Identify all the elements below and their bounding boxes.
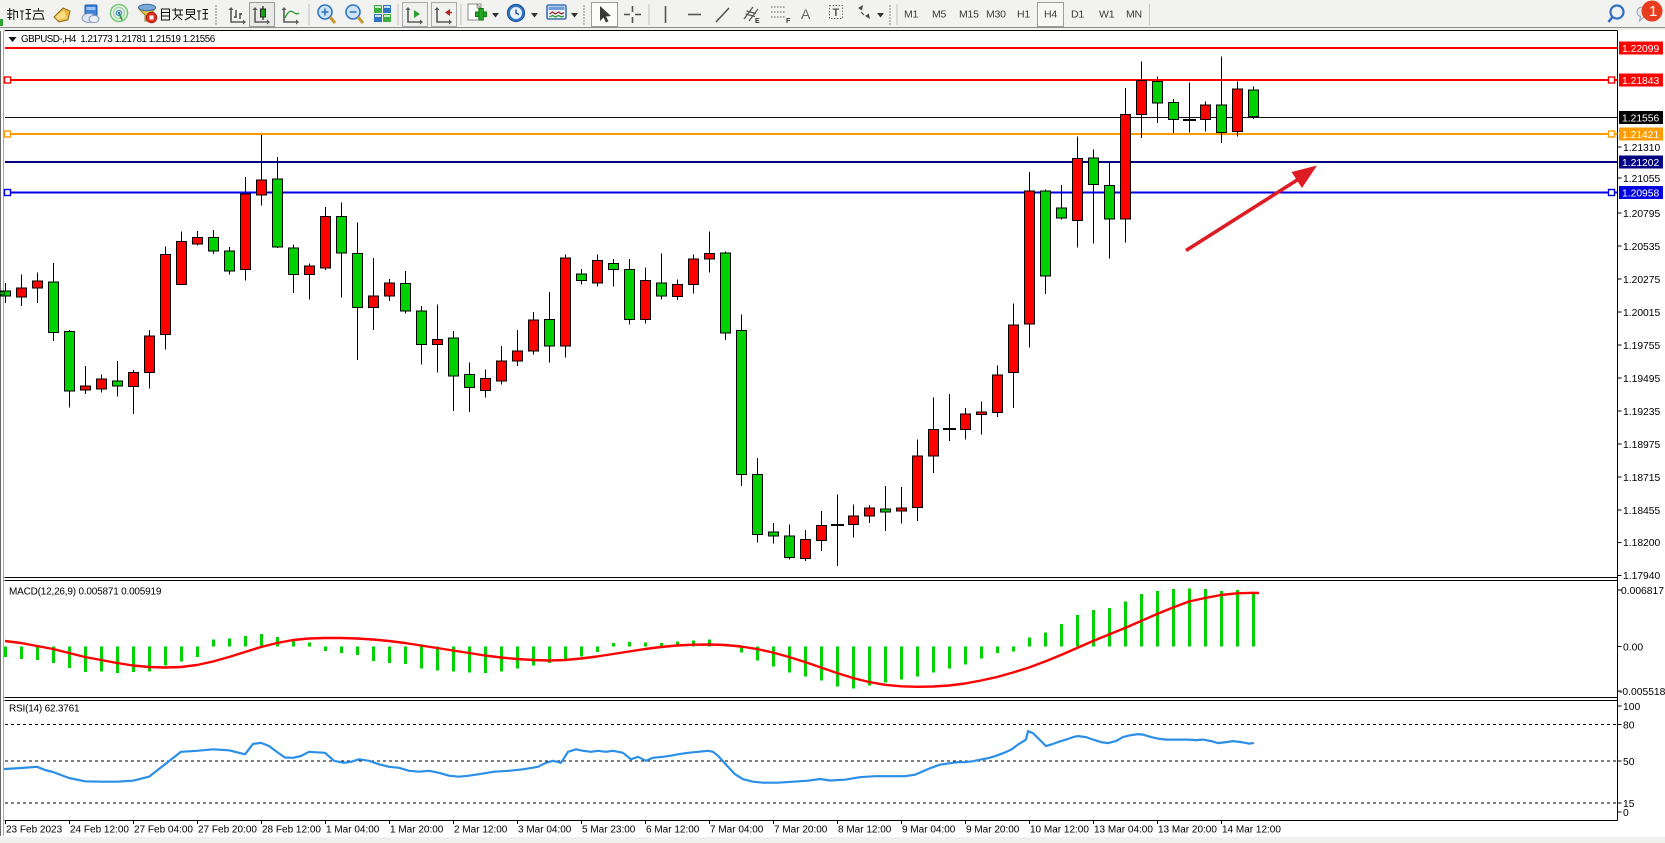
svg-text:24 Feb 12:00: 24 Feb 12:00 <box>70 825 129 836</box>
svg-text:H1: H1 <box>1017 9 1030 21</box>
svg-text:7 Mar 20:00: 7 Mar 20:00 <box>774 825 828 836</box>
svg-text:E: E <box>755 18 760 25</box>
svg-text:RSI(14) 62.3761: RSI(14) 62.3761 <box>9 704 80 715</box>
svg-text:7 Mar 04:00: 7 Mar 04:00 <box>710 825 764 836</box>
svg-text:1.21421: 1.21421 <box>1622 130 1659 141</box>
svg-text:1.18200: 1.18200 <box>1623 538 1660 549</box>
svg-text:23 Feb 2023: 23 Feb 2023 <box>6 825 63 836</box>
svg-text:1 Mar 04:00: 1 Mar 04:00 <box>326 825 380 836</box>
svg-text:MACD(12,26,9) 0.005871 0.00591: MACD(12,26,9) 0.005871 0.005919 <box>9 587 162 598</box>
svg-text:0: 0 <box>1623 808 1629 819</box>
svg-text:1.20958: 1.20958 <box>1622 188 1659 199</box>
svg-text:28 Feb 12:00: 28 Feb 12:00 <box>262 825 321 836</box>
svg-text:1.20795: 1.20795 <box>1623 209 1660 220</box>
svg-text:GBPUSD-,H4 1.21773 1.21781 1.: GBPUSD-,H4 1.21773 1.21781 1.21519 1.215… <box>21 34 216 45</box>
svg-text:100: 100 <box>1623 702 1640 713</box>
svg-text:1.18455: 1.18455 <box>1623 506 1660 517</box>
svg-text:1.21556: 1.21556 <box>1622 113 1659 124</box>
svg-text:T: T <box>833 7 840 19</box>
svg-text:1.18715: 1.18715 <box>1623 473 1660 484</box>
svg-text:80: 80 <box>1623 720 1635 731</box>
svg-text:A: A <box>801 6 811 22</box>
svg-text:5 Mar 23:00: 5 Mar 23:00 <box>582 825 636 836</box>
svg-text:M15: M15 <box>959 9 979 21</box>
svg-text:1.21055: 1.21055 <box>1623 174 1660 185</box>
svg-text:F: F <box>786 18 791 25</box>
svg-text:13 Mar 04:00: 13 Mar 04:00 <box>1094 825 1153 836</box>
svg-text:2 Mar 12:00: 2 Mar 12:00 <box>454 825 508 836</box>
svg-text:-0.005518: -0.005518 <box>1619 687 1665 698</box>
svg-text:0.006817: 0.006817 <box>1621 586 1664 597</box>
svg-text:10 Mar 12:00: 10 Mar 12:00 <box>1030 825 1089 836</box>
svg-text:W1: W1 <box>1099 9 1115 21</box>
svg-text:6 Mar 12:00: 6 Mar 12:00 <box>646 825 700 836</box>
svg-text:1.19235: 1.19235 <box>1623 407 1660 418</box>
svg-text:D1: D1 <box>1071 9 1084 21</box>
svg-text:1.20535: 1.20535 <box>1623 242 1660 253</box>
svg-text:13 Mar 20:00: 13 Mar 20:00 <box>1158 825 1217 836</box>
svg-text:1.17940: 1.17940 <box>1623 571 1660 582</box>
svg-text:14 Mar 12:00: 14 Mar 12:00 <box>1222 825 1281 836</box>
svg-text:9 Mar 20:00: 9 Mar 20:00 <box>966 825 1020 836</box>
svg-text:1.21843: 1.21843 <box>1622 76 1659 87</box>
svg-text:27 Feb 20:00: 27 Feb 20:00 <box>198 825 257 836</box>
svg-text:50: 50 <box>1623 757 1635 768</box>
svg-text:8 Mar 12:00: 8 Mar 12:00 <box>838 825 892 836</box>
svg-text:0.00: 0.00 <box>1623 642 1643 653</box>
svg-text:1.21310: 1.21310 <box>1623 143 1660 154</box>
svg-text:M5: M5 <box>932 9 947 21</box>
svg-text:27 Feb 04:00: 27 Feb 04:00 <box>134 825 193 836</box>
svg-text:1.20275: 1.20275 <box>1623 275 1660 286</box>
svg-text:M30: M30 <box>986 9 1006 21</box>
svg-text:MN: MN <box>1126 9 1142 21</box>
svg-text:1.19495: 1.19495 <box>1623 374 1660 385</box>
svg-text:1.21202: 1.21202 <box>1622 158 1659 169</box>
svg-text:1: 1 <box>1649 3 1657 20</box>
svg-text:1 Mar 20:00: 1 Mar 20:00 <box>390 825 444 836</box>
svg-text:3 Mar 04:00: 3 Mar 04:00 <box>518 825 572 836</box>
svg-text:1.22099: 1.22099 <box>1622 44 1659 55</box>
svg-text:1.18975: 1.18975 <box>1623 440 1660 451</box>
svg-text:15: 15 <box>1623 799 1635 810</box>
svg-text:1.19755: 1.19755 <box>1623 341 1660 352</box>
svg-text:1.20015: 1.20015 <box>1623 308 1660 319</box>
svg-text:M1: M1 <box>904 9 919 21</box>
svg-text:9 Mar 04:00: 9 Mar 04:00 <box>902 825 956 836</box>
svg-text:H4: H4 <box>1044 9 1057 21</box>
